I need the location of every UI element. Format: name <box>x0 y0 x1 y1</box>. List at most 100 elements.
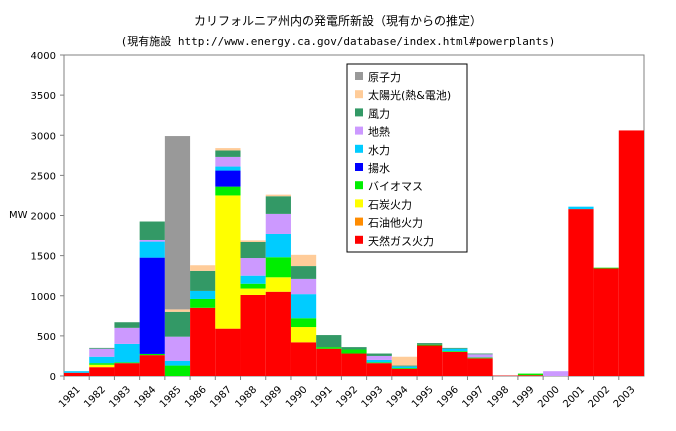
x-tick-label: 1992 <box>334 384 360 410</box>
bar-segment <box>190 270 216 291</box>
x-tick-label: 2000 <box>536 384 562 410</box>
x-tick-label: 1997 <box>460 384 486 410</box>
bar-segment <box>467 357 493 359</box>
bar-segment <box>618 130 644 376</box>
legend-label: 風力 <box>368 107 390 120</box>
x-tick-label: 1988 <box>233 384 259 410</box>
x-tick-label: 1982 <box>82 384 108 410</box>
x-tick-label: 1986 <box>183 384 209 410</box>
x-tick-label: 1998 <box>486 384 512 410</box>
bar-segment <box>543 371 569 376</box>
bar-segment <box>190 298 216 308</box>
bar-segment <box>164 311 191 337</box>
bar-segment <box>442 347 468 349</box>
bar-segment <box>391 367 418 369</box>
bar-segment <box>391 356 418 366</box>
chart-title: カリフォルニア州内の発電所新設（現有からの推定） <box>193 14 482 28</box>
bar-segment <box>442 351 468 376</box>
bar-segment <box>366 359 392 363</box>
y-tick-label: 3500 <box>31 91 56 102</box>
bar-segment <box>139 241 165 258</box>
legend-label: 太陽光(熱&電池) <box>368 88 451 102</box>
bar-segment <box>265 233 291 258</box>
bar-segment <box>366 355 392 360</box>
bar-segment <box>164 336 191 361</box>
x-tick-label: 1983 <box>107 384 133 410</box>
bar-segment <box>417 345 443 376</box>
bar-segment <box>114 363 140 376</box>
bar-segment <box>139 239 165 242</box>
bar-segment <box>265 277 291 292</box>
bar-segment <box>164 365 191 376</box>
bar-segment <box>139 355 165 376</box>
bar-segment <box>442 348 468 352</box>
bar-segment <box>265 196 291 214</box>
y-tick-label: 2500 <box>31 171 56 182</box>
bar-segment <box>316 348 342 376</box>
x-tick-label: 1995 <box>410 384 436 410</box>
y-tick-label: 500 <box>37 332 56 343</box>
bar-segment <box>316 335 342 348</box>
bar-segment <box>366 363 392 376</box>
legend-swatch <box>355 108 363 117</box>
bar-segment <box>265 257 291 278</box>
bar-segment <box>89 347 115 349</box>
bar-segment <box>290 294 317 319</box>
bar-segment <box>240 275 266 284</box>
bar-segment <box>240 258 266 276</box>
x-tick-label: 1985 <box>158 384 184 410</box>
legend-swatch <box>355 163 363 171</box>
legend-swatch <box>355 72 363 80</box>
bar-segment <box>190 290 216 299</box>
y-tick-label: 1500 <box>31 252 56 263</box>
bar-segment <box>568 209 594 376</box>
bar-segment <box>366 353 392 356</box>
legend-swatch <box>355 90 363 99</box>
bar-segment <box>64 371 90 373</box>
x-tick-label: 1981 <box>57 384 83 410</box>
bar-segment <box>139 353 165 356</box>
bar-segment <box>89 356 115 364</box>
legend-swatch <box>355 144 363 153</box>
bar-segment <box>265 213 291 234</box>
y-tick-label: 0 <box>50 372 56 383</box>
bar-segment <box>341 353 367 376</box>
bar-segment <box>164 136 191 310</box>
bar-segment <box>467 354 493 358</box>
bar-segment <box>290 342 317 376</box>
x-tick-label: 1984 <box>133 384 159 410</box>
bar-segment <box>417 343 443 345</box>
bar-segment <box>164 360 191 366</box>
bar-segment <box>240 294 266 376</box>
bar-segment <box>114 322 140 328</box>
bar-segment <box>190 265 216 271</box>
x-tick-label: 1994 <box>385 384 411 410</box>
x-tick-label: 2001 <box>561 384 587 410</box>
y-tick-label: 2000 <box>31 212 56 223</box>
bar-segment <box>265 194 291 197</box>
bar-segment <box>391 366 418 368</box>
bar-segment <box>265 291 291 376</box>
x-tick-label: 2003 <box>612 384 638 410</box>
bar-segment <box>190 307 216 376</box>
bar-segment <box>593 267 619 269</box>
bar-segment <box>114 362 140 364</box>
legend-label: 揚水 <box>368 162 390 175</box>
bar-segment <box>64 372 90 376</box>
legend-label: 石炭火力 <box>368 198 412 211</box>
x-tick-label: 1993 <box>360 384 386 410</box>
bar-segment <box>89 363 115 365</box>
bar-segment <box>316 347 342 349</box>
bar-segment <box>215 166 241 171</box>
legend-label: バイオマス <box>368 180 423 193</box>
y-tick-label: 3000 <box>31 131 56 142</box>
bar-segment <box>215 170 241 187</box>
bar-segment <box>114 327 140 344</box>
bar-segment <box>290 327 317 343</box>
bar-segment <box>593 268 619 376</box>
x-tick-label: 1989 <box>259 384 285 410</box>
bar-segment <box>341 347 367 350</box>
y-tick-label: 4000 <box>31 51 56 62</box>
legend-label: 水力 <box>368 144 390 157</box>
